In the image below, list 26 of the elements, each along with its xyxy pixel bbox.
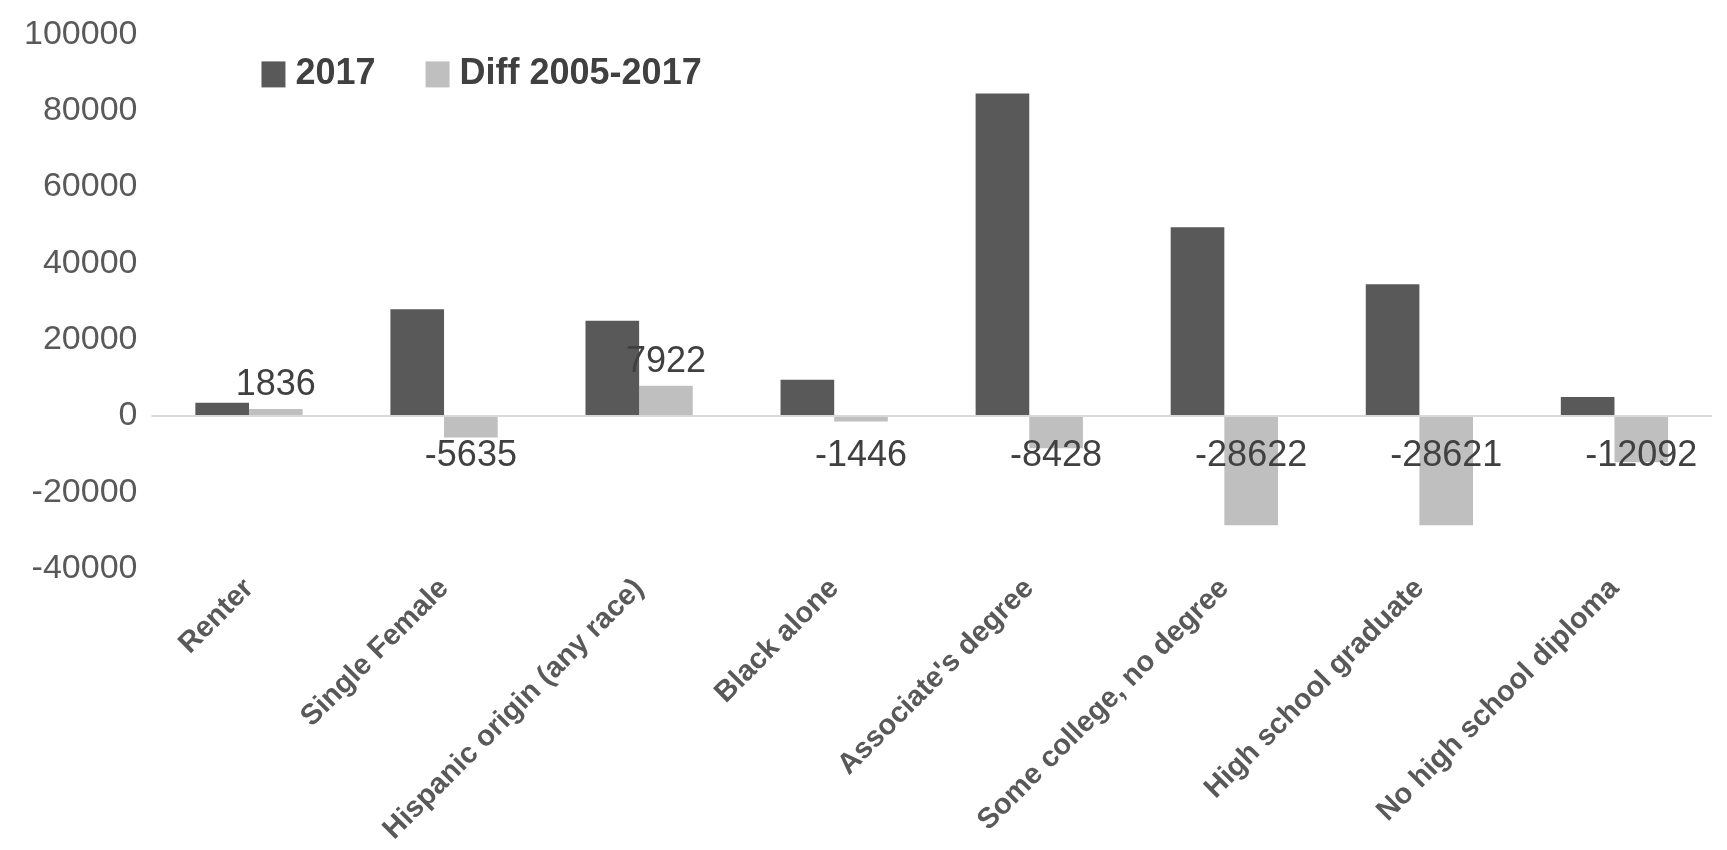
bar [1170,227,1225,417]
data-label: -1446 [814,432,908,474]
bar [195,402,249,417]
y-tick-label: -40000 [31,547,138,586]
bar [1365,284,1420,417]
data-label: -12092 [1585,432,1698,474]
bar [780,379,835,417]
y-tick-label: 100000 [23,12,138,51]
y-tick-label: 40000 [42,241,138,280]
data-label: -5635 [424,432,517,474]
y-tick-label: -20000 [31,470,138,509]
bar [639,385,693,417]
y-tick-label: 80000 [42,89,138,128]
y-tick-label: 0 [118,394,138,433]
bar [975,93,1030,417]
data-label: 1836 [235,361,316,403]
data-label: -28621 [1390,432,1503,474]
y-tick-label: 20000 [42,318,138,357]
bar [1560,396,1615,417]
bar [390,309,445,417]
bar [444,416,498,438]
legend-label: 2017 [295,51,376,93]
y-tick-label: 60000 [42,165,138,204]
data-label: -28622 [1195,432,1308,474]
legend-label: Diff 2005-2017 [459,51,702,93]
data-label: -8428 [1010,432,1103,474]
